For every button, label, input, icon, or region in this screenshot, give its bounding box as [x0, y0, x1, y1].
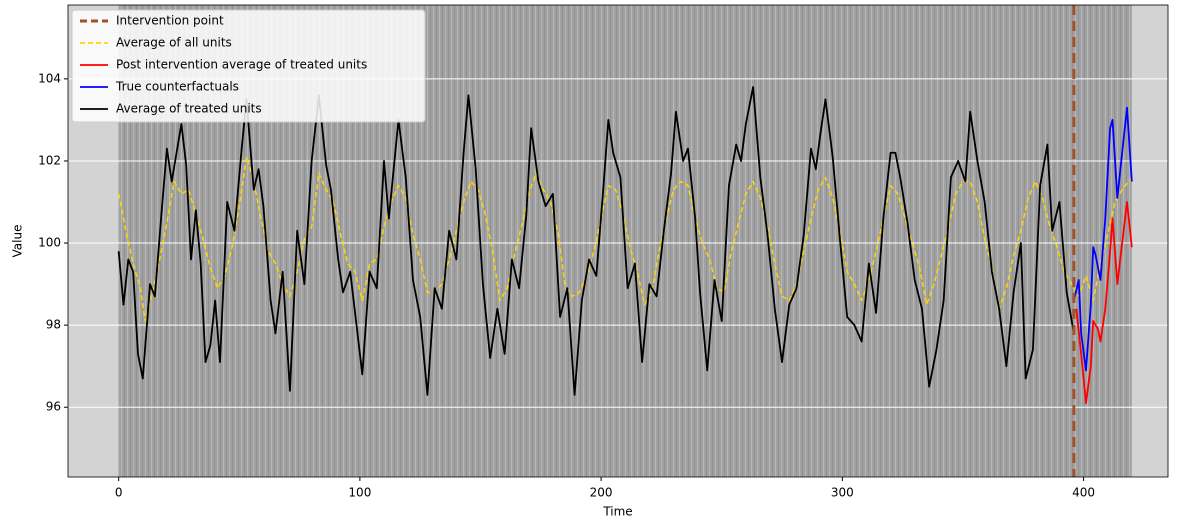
y-tick-label: 98	[46, 318, 61, 332]
legend-label: Intervention point	[116, 14, 224, 28]
x-tick-label: 100	[348, 486, 371, 500]
y-tick-label: 104	[38, 71, 61, 85]
y-tick-label: 96	[46, 400, 61, 414]
x-tick-label: 0	[115, 486, 123, 500]
legend-label: Average of treated units	[116, 102, 262, 116]
x-tick-label: 400	[1072, 486, 1095, 500]
series-line	[117, 86, 1075, 396]
y-axis-label: Value	[11, 225, 25, 258]
x-axis-label: Time	[602, 505, 632, 519]
legend-label: True counterfactuals	[115, 80, 239, 94]
legend-box	[71, 9, 426, 123]
x-tick-label: 200	[590, 486, 613, 500]
legend-label: Post intervention average of treated uni…	[116, 58, 367, 72]
y-tick-label: 100	[38, 236, 61, 250]
plot-frame	[67, 4, 1169, 478]
legend-label: Average of all units	[116, 36, 232, 50]
legend: Intervention point Average of all units Po…	[71, 9, 426, 123]
series-line	[1073, 106, 1133, 372]
y-tick-label: 102	[38, 153, 61, 167]
x-tick-label: 300	[831, 486, 854, 500]
series-line	[1075, 201, 1133, 405]
